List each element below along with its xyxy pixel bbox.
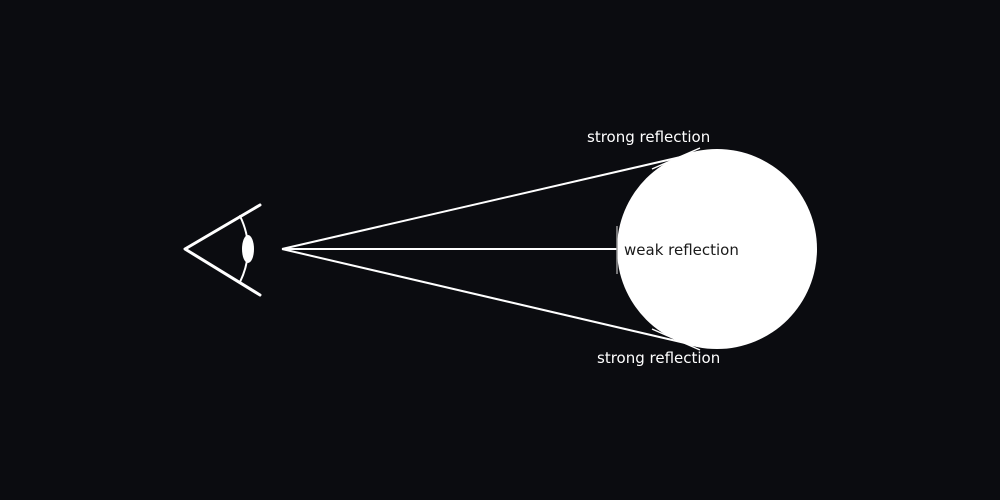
label-strong-reflection-top: strong reflection [587, 128, 711, 146]
label-weak-reflection: weak reflection [624, 241, 739, 259]
tangent-mark-top [651, 147, 701, 170]
reflection-marks [616, 147, 701, 351]
sphere [617, 149, 817, 349]
tangent-mark-bottom [651, 328, 701, 351]
eye-lids [183, 203, 262, 297]
sight-lines [281, 152, 699, 347]
eye-pupil [242, 235, 254, 263]
sight-line-bottom [281, 248, 699, 347]
label-strong-reflection-bottom: strong reflection [597, 349, 721, 367]
eye-icon [183, 203, 262, 297]
sight-line-top [281, 152, 699, 250]
